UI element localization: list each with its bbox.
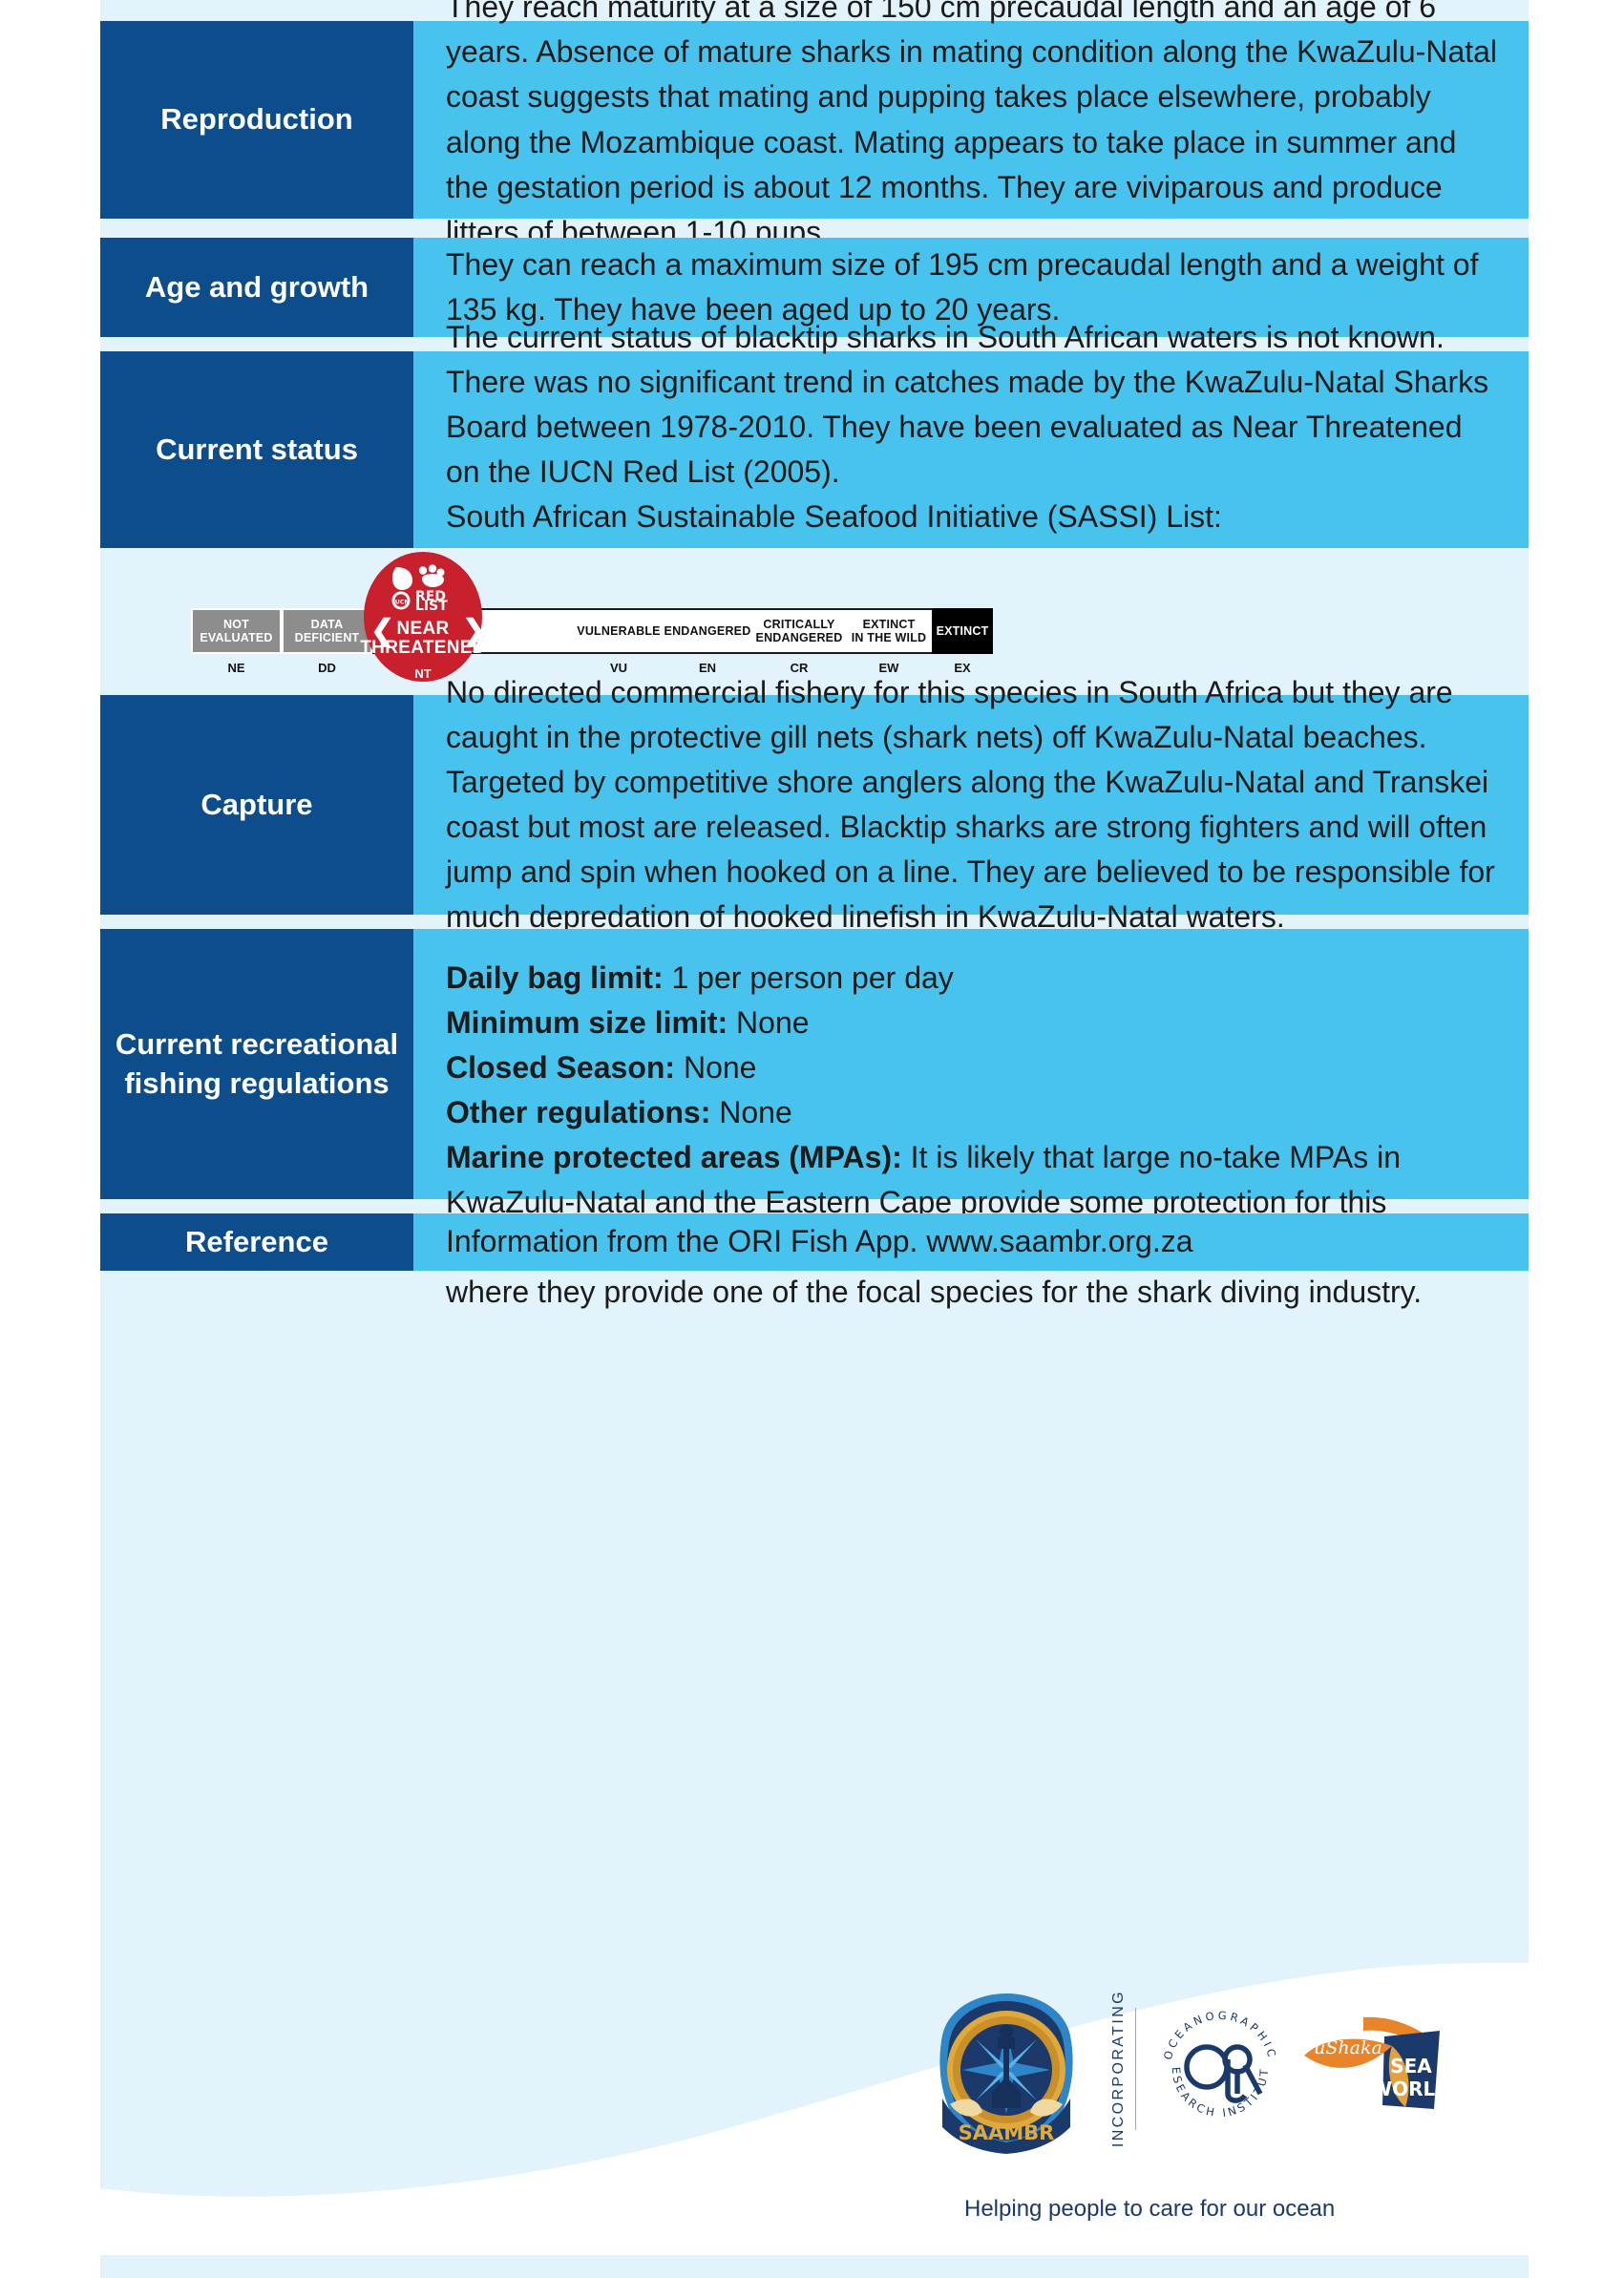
iucn-category-ex-line1: EXTINCT: [936, 624, 989, 638]
row-label-reference: Reference: [100, 1213, 413, 1271]
row-label-current-status: Current status: [100, 351, 413, 548]
incorporating-label: INCORPORATING: [1110, 1990, 1127, 2148]
svg-text:RED: RED: [415, 589, 446, 604]
current-status-text: The current status of blacktip sharks in…: [446, 319, 1489, 489]
regulation-key-other-regulations: Other regulations:: [446, 1095, 711, 1130]
row-body-current-status: The current status of blacktip sharks in…: [413, 320, 1529, 579]
saambr-crest-svg: SAAMBR: [939, 1993, 1073, 2154]
iucn-category-dd-line1: DATA: [310, 618, 344, 631]
svg-text:LIST: LIST: [415, 599, 448, 610]
iucn-selected-badge-content: IUCN RED LIST NEAR THREATENED NT: [360, 552, 485, 682]
ori-logo: OCEANOGRAPHIC RESEARCH INSTITUTE: [1148, 1992, 1287, 2136]
saambr-crest-text: SAAMBR: [959, 2121, 1055, 2144]
iucn-selected-line2: THREATENED: [360, 638, 486, 659]
iucn-category-ew-line1: EXTINCT: [862, 618, 916, 631]
iucn-category-boxes: NOT EVALUATED DATA DEFICIENT LEAST CONCE…: [191, 608, 993, 654]
row-body-reproduction: They reach maturity at a size of 150 cm …: [413, 0, 1529, 249]
iucn-category-ne-line2: EVALUATED: [200, 631, 273, 644]
ori-logo-svg: OCEANOGRAPHIC RESEARCH INSTITUTE: [1148, 1992, 1276, 2120]
footer-logo-group: SAAMBR INCORPORATING OCEANOGRAPHIC: [921, 1984, 1451, 2154]
chevron-right-icon: ❯: [462, 615, 487, 646]
iucn-scale: NOT EVALUATED DATA DEFICIENT LEAST CONCE…: [100, 548, 1112, 682]
iucn-category-ne: NOT EVALUATED: [191, 608, 282, 654]
reproduction-text: They reach maturity at a size of 150 cm …: [446, 0, 1498, 249]
row-label-age-and-growth: Age and growth: [100, 238, 413, 337]
row-label-capture: Capture: [100, 695, 413, 915]
row-body-reference: Information from the ORI Fish App. www.s…: [413, 1213, 1529, 1271]
iucn-category-en: ENDANGERED: [663, 608, 752, 654]
iucn-category-ew-line2: IN THE WILD: [851, 631, 927, 644]
sea-wordmark: SEA: [1390, 2055, 1432, 2078]
svg-text:IUCN: IUCN: [392, 599, 409, 605]
regulation-key-closed-season: Closed Season:: [446, 1050, 676, 1086]
iucn-category-cr-line1: CRITICALLY: [763, 618, 835, 631]
iucn-red-list-logo: IUCN RED LIST: [390, 564, 455, 614]
regulation-daily-bag-limit: Daily bag limit: 1 per person per day: [446, 956, 1498, 1001]
regulation-key-daily-bag-limit: Daily bag limit:: [446, 960, 664, 995]
row-label-reproduction: Reproduction: [100, 21, 413, 219]
iucn-category-ew: EXTINCT IN THE WILD: [846, 608, 932, 654]
table-row-regulations: Current recreational fishing regulations…: [100, 929, 1529, 1309]
current-status-sassi-line: South African Sustainable Seafood Initia…: [446, 499, 1222, 535]
iucn-code-ew: EW: [878, 661, 899, 675]
world-wordmark: WORLD: [1371, 2078, 1442, 2100]
capture-text: No directed commercial fishery for this …: [446, 674, 1495, 935]
iucn-code-vu: VU: [609, 661, 628, 675]
iucn-selected-code: NT: [414, 666, 432, 682]
saambr-crest-logo: SAAMBR: [921, 1984, 1091, 2154]
footer-wave-decoration: [100, 1963, 1529, 2278]
row-body-regulations: Daily bag limit: 1 per person per day Mi…: [413, 929, 1529, 1309]
iucn-red-list-status-band: NOT EVALUATED DATA DEFICIENT LEAST CONCE…: [100, 548, 1529, 682]
iucn-category-en-line1: ENDANGERED: [664, 624, 751, 638]
regulation-value-minimum-size-limit: None: [728, 1005, 810, 1041]
iucn-category-vu-line1: VULNERABLE: [577, 624, 661, 638]
iucn-category-ne-line1: NOT: [223, 618, 249, 631]
regulation-value-daily-bag-limit: 1 per person per day: [663, 960, 954, 995]
iucn-category-cr: CRITICALLY ENDANGERED: [752, 608, 846, 654]
regulation-value-other-regulations: None: [710, 1095, 792, 1130]
iucn-code-dd: DD: [318, 661, 336, 675]
row-body-age-and-growth: They can reach a maximum size of 195 cm …: [413, 238, 1529, 337]
table-row-reference: Reference Information from the ORI Fish …: [100, 1213, 1529, 1271]
table-row-current-status: Current status The current status of bla…: [100, 320, 1529, 579]
footer-bottom-strip: [100, 2255, 1529, 2278]
regulation-value-closed-season: None: [675, 1050, 757, 1086]
iucn-selected-label: NEAR THREATENED: [360, 619, 486, 659]
ushaka-wordmark: uShaka: [1314, 2037, 1382, 2058]
regulation-other-regulations: Other regulations: None: [446, 1090, 1498, 1135]
footer-tagline: Helping people to care for our ocean: [964, 2196, 1336, 2222]
chevron-left-icon: ❮: [370, 615, 395, 646]
iucn-category-ex: EXTINCT: [932, 608, 993, 654]
iucn-selected-line1: NEAR: [396, 619, 450, 639]
iucn-category-dd: DATA DEFICIENT: [282, 608, 372, 654]
age-and-growth-text: They can reach a maximum size of 195 cm …: [446, 246, 1479, 327]
regulation-minimum-size-limit: Minimum size limit: None: [446, 1001, 1498, 1045]
ushaka-sea-world-logo: uShaka SEA WORLD: [1300, 2014, 1451, 2124]
regulation-closed-season: Closed Season: None: [446, 1045, 1498, 1090]
reference-text: Information from the ORI Fish App. www.s…: [446, 1224, 1193, 1259]
regulation-key-marine-protected-areas: Marine protected areas (MPAs):: [446, 1140, 902, 1175]
iucn-code-cr: CR: [790, 661, 809, 675]
regulation-key-minimum-size-limit: Minimum size limit:: [446, 1005, 728, 1041]
table-row-age-and-growth: Age and growth They can reach a maximum …: [100, 238, 1529, 337]
table-row-reproduction: Reproduction They reach maturity at a si…: [100, 0, 1529, 249]
iucn-category-dd-line2: DEFICIENT: [294, 631, 360, 644]
footer-divider: [1135, 2008, 1136, 2130]
iucn-code-ex: EX: [954, 661, 971, 675]
iucn-category-vu: VULNERABLE: [575, 608, 663, 654]
red-list-logo-svg: IUCN RED LIST: [391, 564, 448, 614]
iucn-code-en: EN: [698, 661, 717, 675]
ushaka-logo-svg: uShaka SEA WORLD: [1304, 2016, 1451, 2109]
iucn-category-cr-line2: ENDANGERED: [755, 631, 843, 644]
row-label-regulations: Current recreational fishing regulations: [100, 929, 413, 1199]
row-body-capture: No directed commercial fishery for this …: [413, 675, 1529, 934]
page-footer: SAAMBR INCORPORATING OCEANOGRAPHIC: [100, 1963, 1529, 2278]
iucn-code-ne: NE: [227, 661, 245, 675]
table-row-capture: Capture No directed commercial fishery f…: [100, 675, 1529, 934]
